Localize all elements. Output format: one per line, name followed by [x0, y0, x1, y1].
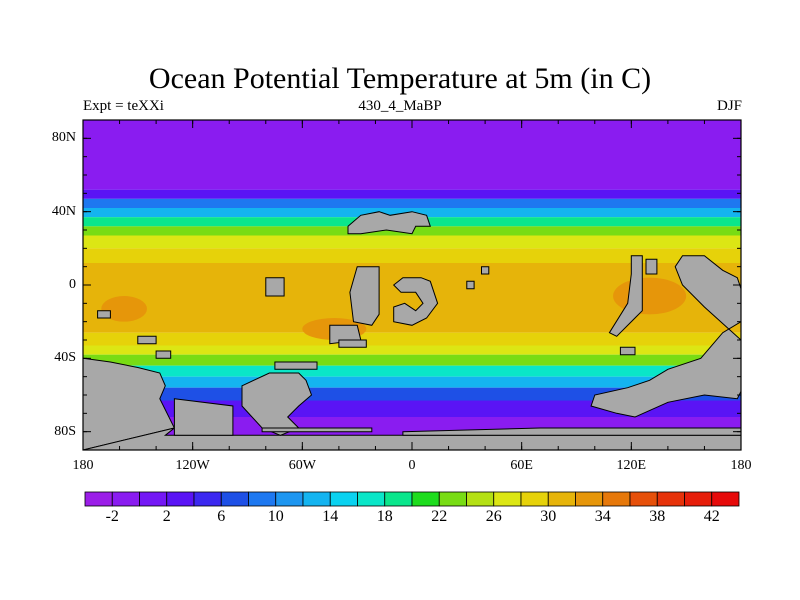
temperature-band: [83, 189, 741, 199]
colorbar-tick-label: 18: [376, 508, 393, 525]
colorbar-swatch: [220, 491, 249, 507]
colorbar-swatch: [656, 491, 685, 507]
colorbar-tick-label: 14: [322, 508, 339, 525]
lon-tick-label: 180: [72, 458, 94, 473]
colorbar-tick-label: 6: [217, 508, 226, 525]
colorbar-tick-label: 34: [594, 508, 611, 525]
colorbar: [84, 491, 740, 507]
lon-tick-label: 180: [730, 458, 752, 473]
colorbar-swatch: [139, 491, 168, 507]
colorbar-swatch: [493, 491, 522, 507]
colorbar-swatch: [684, 491, 713, 507]
colorbar-swatch: [111, 491, 140, 507]
lon-tick-label: 60E: [510, 458, 533, 473]
colorbar-swatch: [166, 491, 195, 507]
temperature-band: [83, 120, 741, 190]
colorbar-tick-label: 42: [703, 508, 720, 525]
colorbar-tick-label: 2: [162, 508, 171, 525]
lat-tick-label: 80N: [51, 130, 76, 146]
lon-tick-label: 0: [408, 458, 416, 473]
period-label: 430_4_MaBP: [358, 98, 442, 114]
colorbar-swatch: [329, 491, 358, 507]
colorbar-tick-label: 26: [485, 508, 502, 525]
colorbar-tick-label: 22: [431, 508, 448, 525]
land-mass: [392, 277, 439, 326]
land-mass: [349, 266, 380, 326]
colorbar-swatch: [84, 491, 113, 507]
chart-title: Ocean Potential Temperature at 5m (in C): [148, 62, 652, 95]
land-mass: [97, 310, 111, 319]
colorbar-swatch: [411, 491, 440, 507]
land-mass: [347, 211, 431, 235]
land-mass: [274, 361, 318, 370]
land-mass: [645, 258, 658, 275]
colorbar-swatch: [275, 491, 304, 507]
colorbar-tick-label: 10: [267, 508, 284, 525]
axis-ticks: [82, 120, 742, 450]
colorbar-swatch: [629, 491, 658, 507]
colorbar-swatch: [575, 491, 604, 507]
land-mass: [265, 277, 285, 297]
lon-tick-label: 120W: [175, 458, 210, 473]
colorbar-swatch: [248, 491, 277, 507]
colorbar-swatch: [193, 491, 222, 507]
temperature-band: [83, 248, 741, 263]
colorbar-tick-label: -2: [105, 508, 119, 525]
lon-tick-label: 60W: [288, 458, 316, 473]
land-mass: [155, 350, 172, 359]
land-mass: [619, 346, 636, 356]
temperature-band: [83, 354, 741, 366]
colorbar-swatch: [438, 491, 467, 507]
colorbar-swatch: [711, 491, 740, 507]
lat-tick-label: 40N: [51, 203, 76, 219]
lat-tick-label: 0: [69, 277, 76, 292]
colorbar-swatch: [547, 491, 576, 507]
land-mass: [402, 427, 741, 436]
season-label: DJF: [716, 98, 742, 114]
colorbar-swatch: [384, 491, 413, 507]
land-mass: [338, 339, 367, 348]
colorbar-swatch: [602, 491, 631, 507]
land-mass: [466, 280, 475, 290]
temperature-band: [83, 198, 741, 208]
temperature-band: [83, 376, 741, 388]
land-mass: [137, 335, 157, 345]
lat-tick-label: 40S: [54, 350, 76, 366]
colorbar-swatch: [520, 491, 549, 507]
lon-tick-label: 120E: [616, 458, 647, 473]
land-mass: [590, 255, 741, 418]
colorbar-swatch: [466, 491, 495, 507]
temperature-band: [83, 332, 741, 346]
land-mass: [608, 255, 643, 337]
temperature-band: [83, 345, 741, 355]
experiment-label: Expt = teXXi: [83, 98, 164, 114]
colorbar-swatch: [357, 491, 386, 507]
land-mass: [481, 266, 490, 275]
land-mask: [83, 211, 741, 450]
temperature-band: [83, 365, 741, 377]
warm-pool: [101, 296, 147, 322]
colorbar-tick-label: 38: [649, 508, 666, 525]
colorbar-swatch: [302, 491, 331, 507]
colorbar-tick-label: 30: [540, 508, 557, 525]
land-mass: [173, 398, 234, 436]
temperature-band: [83, 235, 741, 249]
land-mass: [261, 427, 373, 433]
lat-tick-label: 80S: [54, 423, 76, 439]
land-mass: [241, 372, 313, 436]
